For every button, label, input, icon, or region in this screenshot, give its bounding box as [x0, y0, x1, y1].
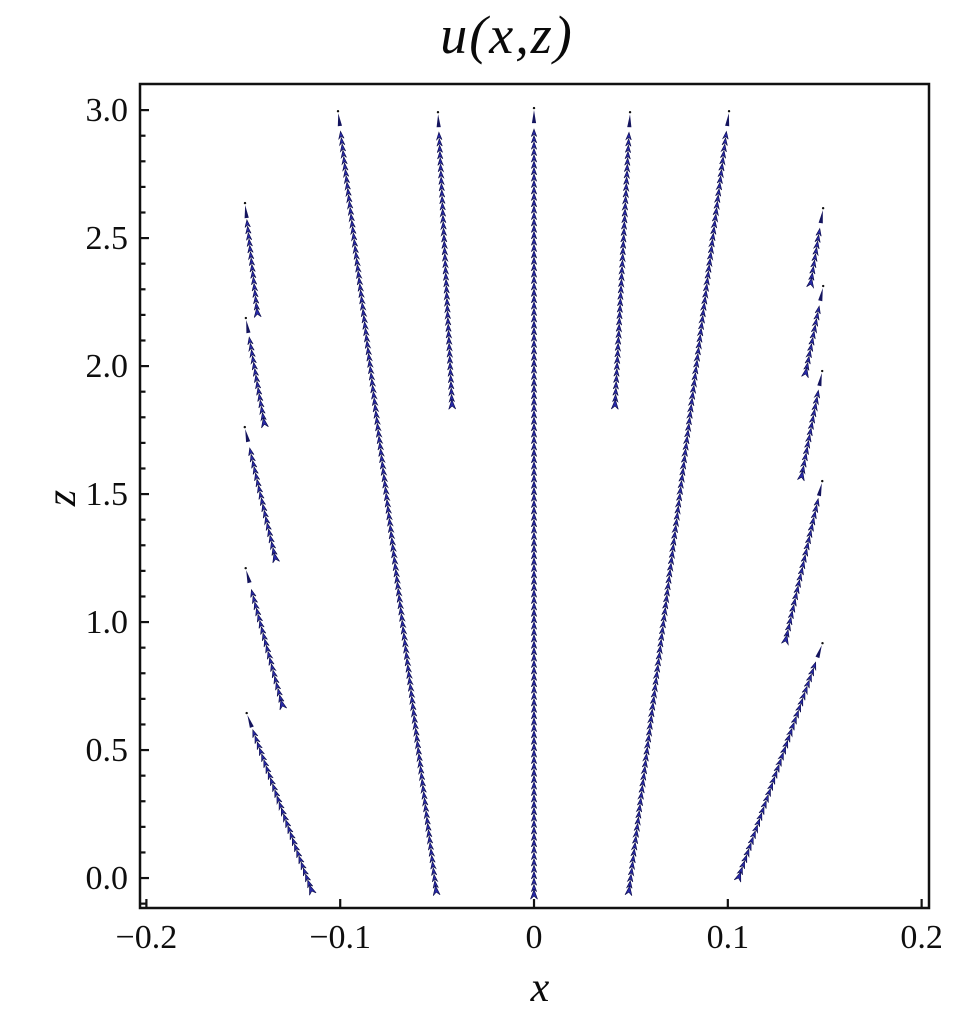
arrow-tip-dot	[244, 566, 247, 570]
arrow-tip	[818, 210, 823, 224]
arrow-tip	[816, 483, 822, 497]
arrow-tip-dot	[628, 111, 632, 114]
arrow-tip-dot	[245, 711, 248, 715]
z-tick-label: 1.5	[86, 476, 129, 513]
z-tick-label: 2.0	[86, 348, 129, 385]
arrow-tip-dot	[532, 106, 536, 110]
axis-ticks	[140, 109, 923, 908]
streamline-chain-long-left	[336, 109, 441, 896]
arrow-tip-dot	[821, 479, 824, 483]
streamline-chain-right-4	[781, 479, 824, 646]
arrow-tip	[244, 205, 249, 219]
arrow-tip-dot	[244, 316, 248, 320]
arrow-tip-dot	[243, 425, 246, 429]
z-tick-label: 2.5	[86, 220, 129, 257]
arrow-tip	[337, 113, 342, 127]
arrow-tip	[627, 114, 632, 128]
arrow-tip-dot	[243, 201, 247, 205]
chart-title: u(x,z)	[440, 5, 574, 65]
z-tick-label: 3.0	[86, 92, 129, 129]
streamline-chain-right-3	[797, 369, 824, 482]
x-tick-label: −0.1	[309, 919, 371, 956]
x-tick-label: 0.1	[707, 919, 750, 956]
streamline-chain-left-5	[245, 711, 317, 896]
arrow-tip-dot	[436, 111, 440, 114]
arrow-tip	[725, 113, 730, 127]
arrow-tip	[245, 429, 251, 443]
arrow-tip	[246, 320, 251, 334]
streamline-chain-center	[530, 106, 538, 900]
streamline-chain-left-3	[243, 425, 280, 564]
arrow-tip	[531, 110, 537, 124]
streamline-chain-inner-right	[611, 111, 632, 410]
arrow-tip-dot	[821, 207, 825, 210]
streamline-chain-right-5	[733, 642, 824, 883]
arrow-tip-dot	[821, 284, 825, 288]
arrow-tip	[818, 288, 823, 302]
x-tick-label: −0.2	[116, 919, 178, 956]
arrow-tip-dot	[336, 109, 340, 113]
arrow-tip	[817, 373, 822, 387]
x-axis-label: x	[530, 965, 550, 1011]
streamline-chain-left-4	[244, 566, 287, 711]
z-tick-label: 0.0	[86, 860, 129, 897]
streamline-chain-left-2	[244, 316, 269, 429]
arrow-tip	[436, 114, 441, 128]
x-tick-label: 0.2	[900, 919, 943, 956]
tick-labels: −0.2 −0.1 0 0.1 0.2 0.0 0.5 1.0 1.5 2.0 2.5 3.0	[86, 92, 943, 956]
arrow-tip	[815, 645, 822, 659]
streamline-chain-left-1	[243, 201, 262, 318]
arrow-tip	[246, 570, 252, 584]
arrow-tip	[247, 715, 254, 728]
arrow-tip-dot	[821, 369, 824, 373]
streamline-chain-right-2	[801, 284, 825, 378]
z-tick-label: 1.0	[86, 604, 129, 641]
arrow-tip-dot	[821, 642, 824, 645]
streamline-chain-inner-left	[435, 111, 456, 410]
streamline-chain-right-1	[806, 207, 825, 289]
streamlines	[243, 106, 825, 900]
z-tick-label: 0.5	[86, 732, 129, 769]
streamline-chain-long-right	[624, 109, 731, 896]
arrow-tip-dot	[727, 109, 731, 113]
x-tick-label: 0	[526, 919, 543, 956]
